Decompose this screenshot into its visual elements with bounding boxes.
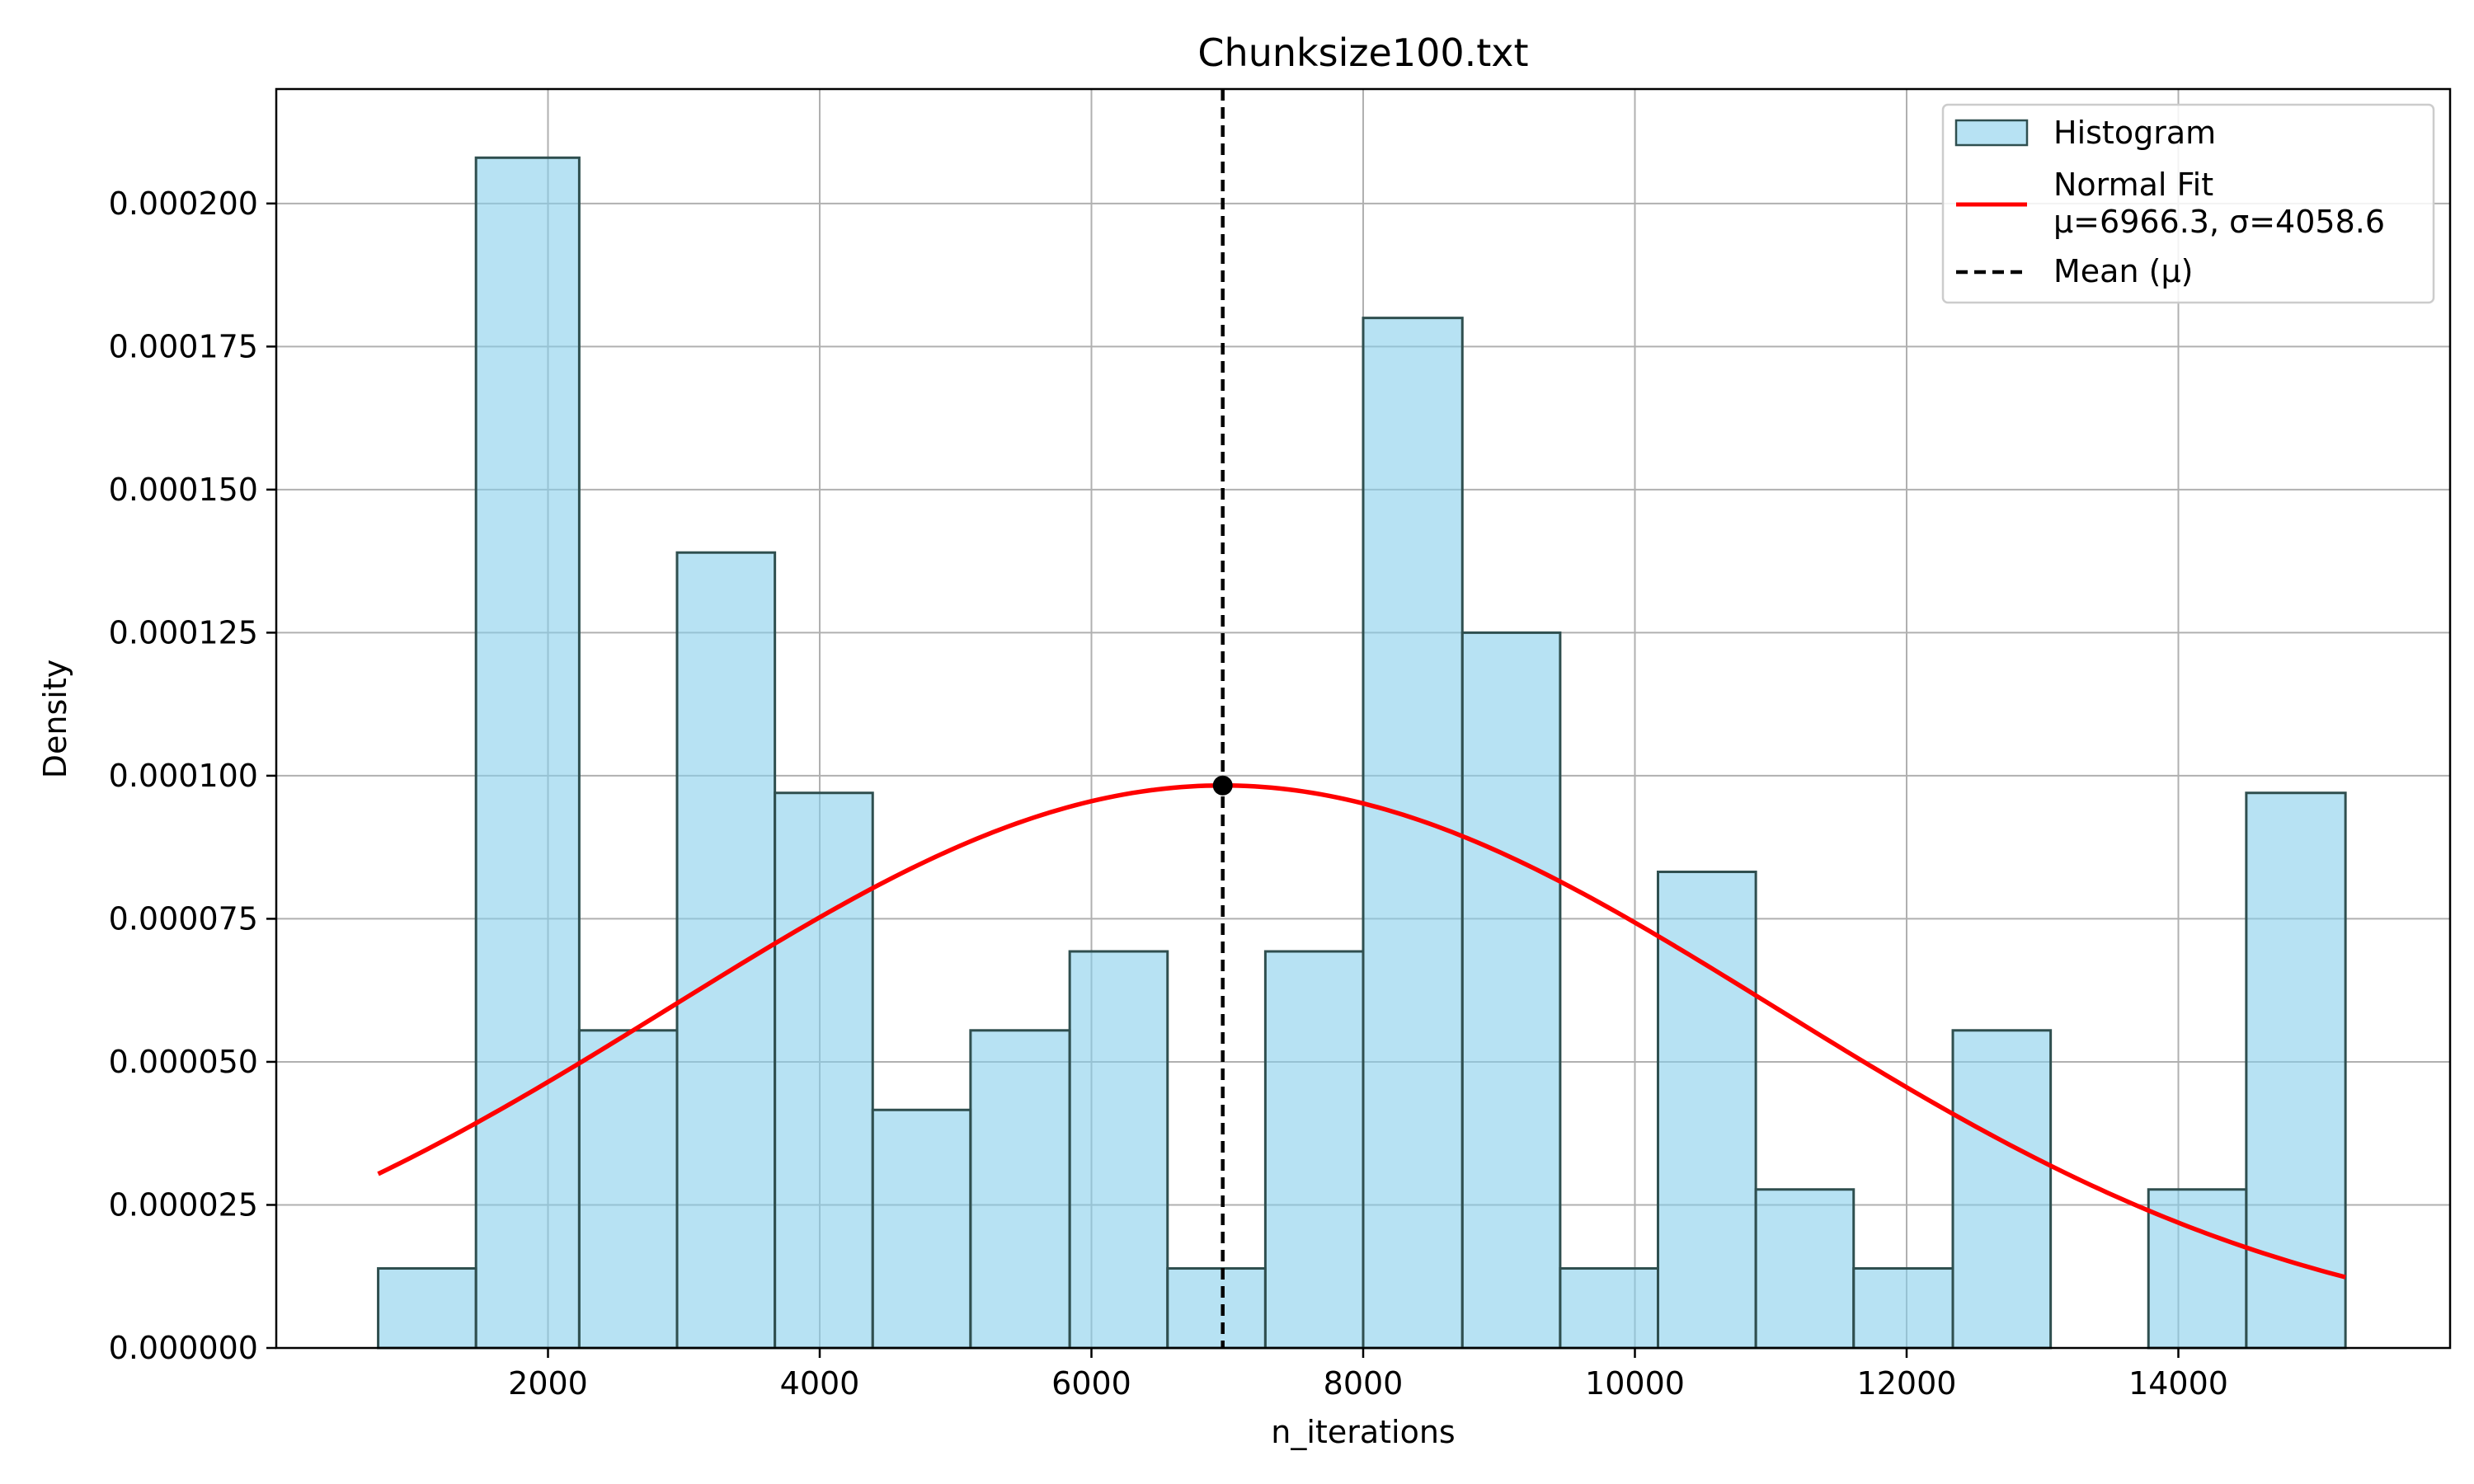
legend: Histogram Normal Fit μ=6966.3, σ=4058.6 … [1941, 103, 2435, 304]
histogram-bar-5 [871, 1108, 972, 1350]
y-tick-label-0: 0.000000 [109, 1330, 258, 1366]
legend-fit-params: μ=6966.3, σ=4058.6 [2053, 204, 2385, 240]
y-tick-label-1: 0.000025 [109, 1186, 258, 1223]
histogram-bar-3 [675, 551, 777, 1350]
histogram-bar-12 [1559, 1267, 1660, 1350]
y-tick-label-6: 0.000150 [109, 472, 258, 508]
histogram-bars [377, 156, 2347, 1350]
legend-fit-label: Normal Fit [2053, 167, 2213, 203]
legend-histogram-label: Histogram [2053, 115, 2216, 151]
x-tick-label-6: 14000 [2128, 1365, 2228, 1402]
x-tick-label-4: 10000 [1585, 1365, 1685, 1402]
histogram-bar-10 [1362, 317, 1464, 1350]
histogram-bar-8 [1166, 1267, 1267, 1350]
y-tick-label-2: 0.000050 [109, 1044, 258, 1080]
chart-title: Chunksize100.txt [1197, 31, 1528, 75]
histogram-bar-2 [577, 1029, 679, 1350]
y-tick-label-7: 0.000175 [109, 328, 258, 364]
x-axis-ticks: 2000 4000 6000 8000 10000 12000 14000 [508, 1348, 2228, 1402]
x-tick-label-5: 12000 [1857, 1365, 1957, 1402]
legend-histogram-swatch [1954, 119, 2029, 147]
y-tick-label-5: 0.000125 [109, 614, 258, 650]
histogram-bar-13 [1657, 871, 1757, 1350]
histogram-bar-6 [969, 1029, 1071, 1350]
y-tick-label-8: 0.000200 [109, 186, 258, 222]
histogram-bar-7 [1068, 950, 1169, 1350]
histogram-bar-16 [1951, 1029, 2053, 1350]
histogram-bar-19 [2245, 791, 2347, 1350]
normal-fit-layer [377, 782, 2346, 1280]
histogram-bar-4 [774, 791, 874, 1350]
y-axis-ticks: 0.000000 0.000025 0.000050 0.000075 0.000100… [109, 186, 276, 1366]
mean-line-layer [1212, 89, 1233, 1348]
x-tick-label-2: 6000 [1051, 1365, 1131, 1402]
legend-mean-label: Mean (μ) [2053, 253, 2193, 289]
x-tick-label-3: 8000 [1324, 1365, 1404, 1402]
normal-fit-curve [377, 782, 2346, 1280]
histogram-bar-18 [2147, 1188, 2248, 1350]
y-tick-label-3: 0.000075 [109, 900, 258, 937]
x-tick-label-1: 4000 [780, 1365, 860, 1402]
histogram-bar-11 [1460, 631, 1562, 1350]
histogram-bar-15 [1852, 1267, 1954, 1350]
histogram-bar-1 [474, 156, 581, 1350]
histogram-bar-0 [377, 1267, 477, 1350]
x-tick-label-0: 2000 [508, 1365, 588, 1402]
histogram-bar-14 [1754, 1188, 1856, 1350]
x-axis-label: n_iterations [1271, 1414, 1455, 1450]
legend-box [1941, 103, 2435, 304]
mean-marker [1212, 775, 1233, 796]
histogram-bar-9 [1263, 950, 1365, 1350]
y-tick-label-4: 0.000100 [109, 758, 258, 794]
y-axis-label: Density [37, 660, 73, 778]
